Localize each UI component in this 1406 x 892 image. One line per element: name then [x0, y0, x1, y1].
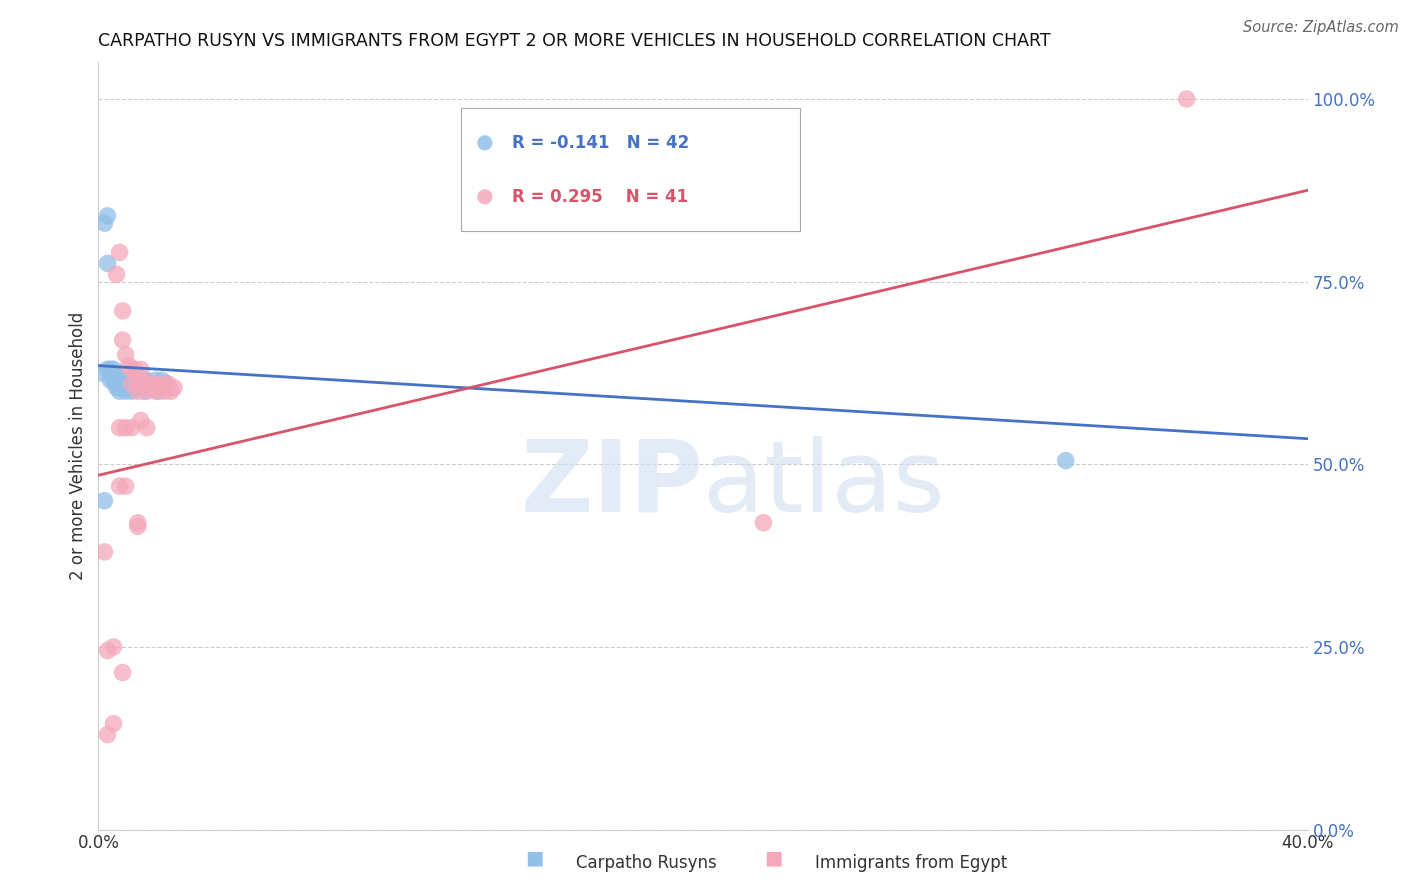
Point — [114, 421, 136, 435]
Point — [129, 376, 152, 391]
Point — [108, 384, 131, 399]
Point — [135, 421, 157, 435]
Point — [1054, 453, 1077, 467]
Point — [148, 380, 170, 394]
Point — [132, 373, 155, 387]
Point — [114, 479, 136, 493]
Text: ■: ■ — [524, 849, 544, 868]
Point — [103, 373, 125, 387]
Point — [90, 366, 112, 380]
Point — [111, 380, 134, 394]
Point — [121, 384, 143, 399]
Point — [127, 373, 149, 387]
Point — [103, 362, 125, 376]
Point — [148, 384, 170, 399]
Point — [160, 384, 183, 399]
Point — [105, 380, 128, 394]
Point — [108, 479, 131, 493]
Point — [108, 421, 131, 435]
Point — [118, 380, 141, 394]
Point — [105, 268, 128, 282]
Text: ■: ■ — [763, 849, 783, 868]
Point — [139, 376, 162, 391]
Point — [135, 373, 157, 387]
Point — [111, 665, 134, 680]
Point — [142, 380, 165, 394]
Point — [96, 643, 118, 657]
Point — [145, 384, 167, 399]
Point — [1175, 92, 1198, 106]
Point — [118, 359, 141, 373]
Text: ZIP: ZIP — [520, 436, 703, 533]
Point — [121, 362, 143, 376]
Point — [103, 716, 125, 731]
Point — [121, 376, 143, 391]
Point — [111, 376, 134, 391]
Point — [121, 421, 143, 435]
Point — [118, 376, 141, 391]
Point — [108, 245, 131, 260]
Point — [150, 373, 173, 387]
Point — [100, 362, 122, 376]
Point — [111, 373, 134, 387]
Point — [111, 303, 134, 318]
Point — [96, 256, 118, 270]
Point — [118, 373, 141, 387]
Point — [129, 413, 152, 427]
Point — [145, 373, 167, 387]
Point — [124, 373, 146, 387]
Point — [96, 362, 118, 376]
Point — [156, 376, 179, 391]
Point — [127, 380, 149, 394]
Point — [93, 216, 115, 230]
Point — [127, 384, 149, 399]
Point — [121, 373, 143, 387]
Point — [132, 384, 155, 399]
Point — [132, 376, 155, 391]
Point — [124, 362, 146, 376]
Point — [105, 376, 128, 391]
Point — [139, 376, 162, 391]
Point — [93, 545, 115, 559]
Point — [108, 376, 131, 391]
Point — [103, 640, 125, 654]
Point — [142, 376, 165, 391]
Point — [114, 384, 136, 399]
Text: CARPATHO RUSYN VS IMMIGRANTS FROM EGYPT 2 OR MORE VEHICLES IN HOUSEHOLD CORRELAT: CARPATHO RUSYN VS IMMIGRANTS FROM EGYPT … — [98, 32, 1052, 50]
Point — [96, 209, 118, 223]
Point — [127, 516, 149, 530]
Point — [105, 373, 128, 387]
Point — [752, 516, 775, 530]
Y-axis label: 2 or more Vehicles in Household: 2 or more Vehicles in Household — [69, 312, 87, 580]
Point — [96, 728, 118, 742]
Point — [129, 362, 152, 376]
Point — [105, 369, 128, 384]
Text: Immigrants from Egypt: Immigrants from Egypt — [815, 855, 1008, 872]
Text: Source: ZipAtlas.com: Source: ZipAtlas.com — [1243, 20, 1399, 35]
Point — [127, 519, 149, 533]
Text: atlas: atlas — [703, 436, 945, 533]
Point — [153, 376, 176, 391]
Point — [114, 373, 136, 387]
Point — [108, 373, 131, 387]
Point — [100, 373, 122, 387]
Text: Carpatho Rusyns: Carpatho Rusyns — [576, 855, 717, 872]
Point — [135, 384, 157, 399]
Point — [163, 380, 186, 394]
Point — [111, 333, 134, 347]
Point — [93, 493, 115, 508]
Point — [127, 369, 149, 384]
Point — [114, 348, 136, 362]
Point — [150, 376, 173, 391]
Point — [153, 384, 176, 399]
Point — [142, 380, 165, 394]
Point — [124, 376, 146, 391]
